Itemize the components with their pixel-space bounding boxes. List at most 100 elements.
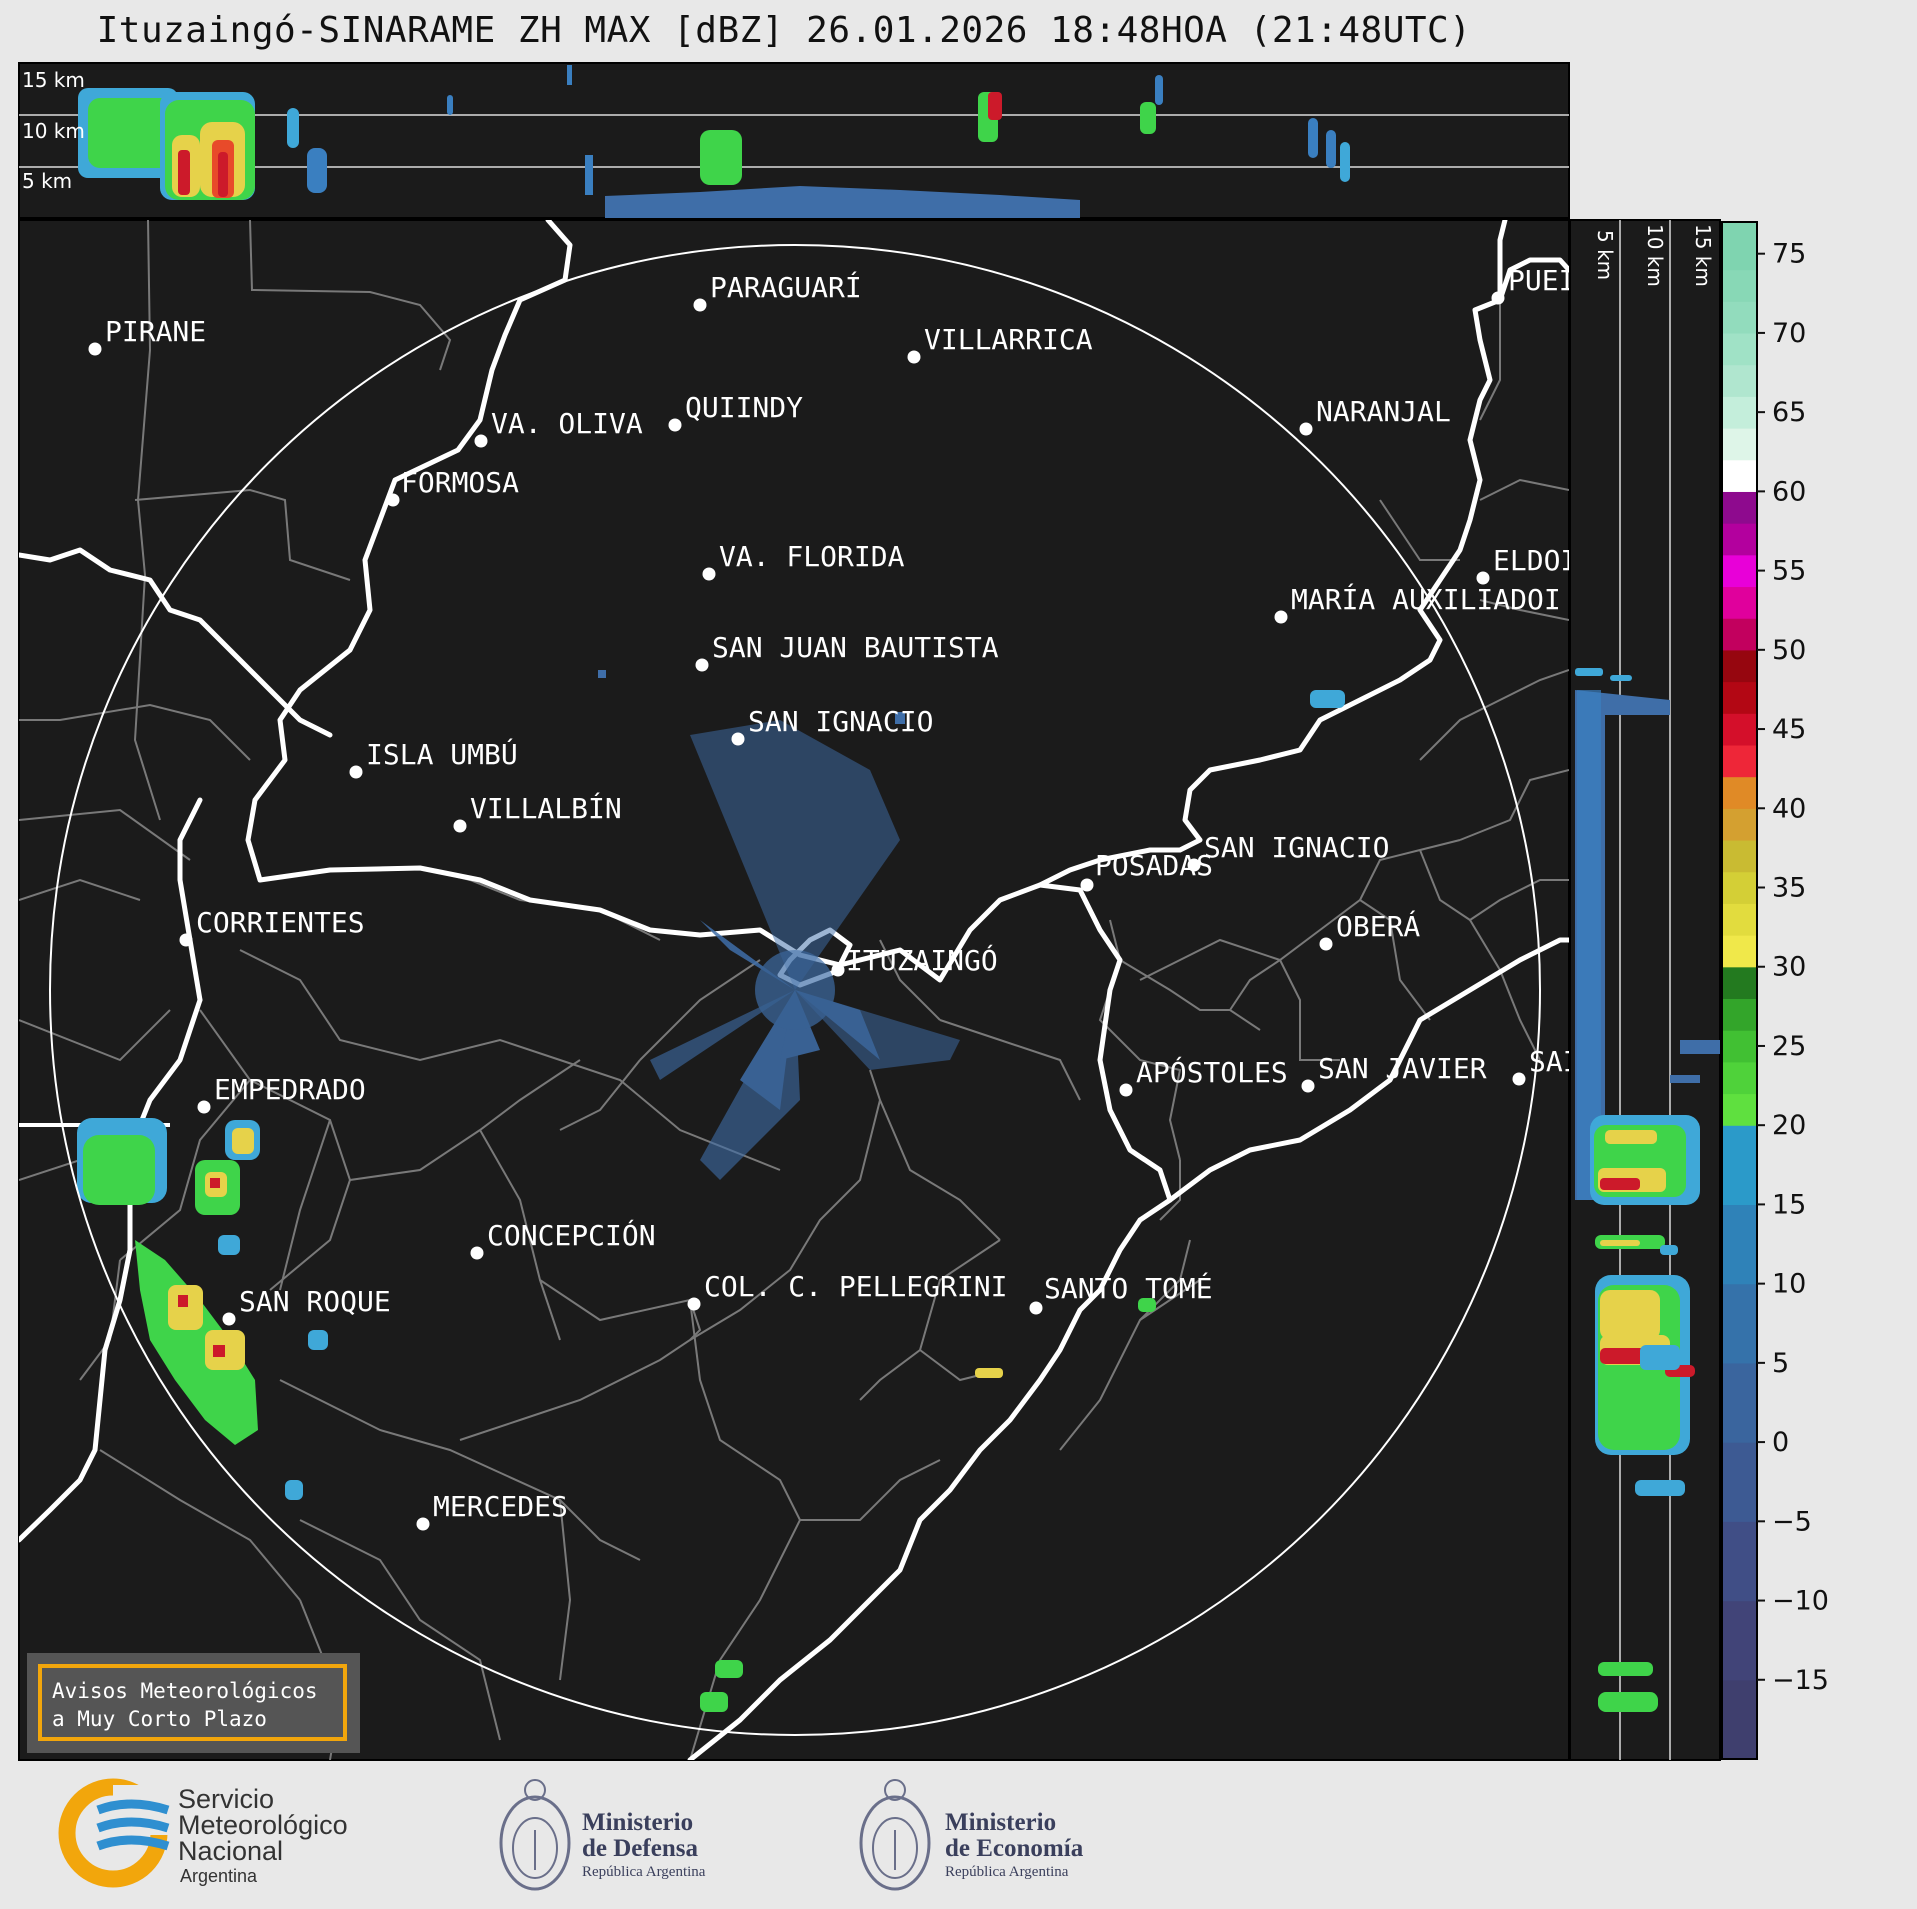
city-label: VILLARRICA <box>924 323 1093 356</box>
city-dot <box>1319 937 1333 951</box>
colorbar-segment <box>1722 1061 1757 1095</box>
colorbar-tick-label: 50 <box>1772 635 1806 666</box>
side-height-panel: 5 km 10 km 15 km <box>1569 219 1721 1761</box>
city-label: SAN IGNACIO <box>748 705 933 738</box>
colorbar-tick-label: 25 <box>1772 1031 1806 1062</box>
city-dot <box>1491 291 1505 305</box>
colorbar-tick-label: 0 <box>1772 1427 1789 1458</box>
colorbar-segment <box>1722 839 1757 873</box>
city-label: FORMOSA <box>401 466 519 499</box>
city-dot <box>831 963 845 977</box>
smn-line: Meteorológico <box>178 1810 348 1840</box>
city-dot <box>1029 1301 1043 1315</box>
smn-line: Nacional <box>178 1836 283 1866</box>
city-dot <box>1476 571 1490 585</box>
colorbar-tick-label: 30 <box>1772 952 1806 983</box>
city-dot <box>695 658 709 672</box>
city-label: QUIINDY <box>685 391 803 424</box>
colorbar-segment <box>1722 649 1757 683</box>
range-ring <box>49 244 1541 1736</box>
top-height-label: 10 km <box>22 119 85 143</box>
top-height-panel: 15 km 10 km 5 km <box>18 62 1570 219</box>
colorbar-segment <box>1722 491 1757 524</box>
city-dot <box>1299 422 1313 436</box>
colorbar-segment <box>1722 935 1757 968</box>
city-dot <box>1512 1072 1526 1086</box>
city-label: SAN JAVIER <box>1318 1052 1487 1085</box>
economia-logo: Ministerio de Economía República Argenti… <box>859 1779 1084 1891</box>
colorbar-segment <box>1722 1204 1757 1285</box>
city-label: MARÍA AUXILIADOI <box>1291 582 1561 616</box>
city-dot <box>1119 1083 1133 1097</box>
city-label: SAN JUAN BAUTISTA <box>712 631 999 664</box>
radar-map: PIRANE PARAGUARÍ VILLARRICA VA. OLIVA QUIIND… <box>18 219 1580 1761</box>
city-dot <box>386 493 400 507</box>
city-label: APÓSTOLES <box>1136 1055 1288 1089</box>
colorbar-segment <box>1722 618 1757 651</box>
city-dot <box>693 298 707 312</box>
city-dot <box>474 434 488 448</box>
city-label: SANTO TOMÉ <box>1044 1271 1213 1305</box>
city-dot <box>222 1312 236 1326</box>
city-label: EMPEDRADO <box>214 1073 366 1106</box>
city-markers: PIRANE PARAGUARÍ VILLARRICA VA. OLIVA QUIIND… <box>88 264 1580 1531</box>
colorbar-segment <box>1722 903 1757 936</box>
colorbar-segment <box>1722 1125 1757 1206</box>
chart-title: Ituzaingó-SINARAME ZH MAX [dBZ] 26.01.20… <box>96 10 1472 51</box>
colorbar-tick-label: −10 <box>1772 1586 1829 1617</box>
side-panel-echoes <box>1575 668 1720 1712</box>
colorbar-segment <box>1722 332 1757 366</box>
colorbar-segment <box>1722 301 1757 334</box>
radar-clutter <box>650 720 960 1180</box>
city-dot <box>179 933 193 947</box>
colorbar-segment <box>1722 427 1757 461</box>
city-label: VILLALBÍN <box>470 791 622 825</box>
city-label: VA. OLIVA <box>491 407 643 440</box>
city-label: MERCEDES <box>433 1490 568 1523</box>
city-dot <box>88 342 102 356</box>
economia-line: de Economía <box>945 1835 1084 1862</box>
city-dot <box>702 567 716 581</box>
colorbar-tick-label: 70 <box>1772 318 1806 349</box>
colorbar-segment <box>1722 586 1757 619</box>
city-label: ITUZAINGÓ <box>846 943 998 977</box>
colorbar-segment <box>1722 776 1757 809</box>
defensa-line: República Argentina <box>582 1864 706 1880</box>
smn-logo: Servicio Meteorológico Nacional Argentin… <box>58 1778 348 1888</box>
notice-box: Avisos Meteorológicos a Muy Corto Plazo <box>27 1653 360 1753</box>
city-dot <box>1301 1079 1315 1093</box>
colorbar-tick-label: 60 <box>1772 476 1806 507</box>
colorbar-segment <box>1722 681 1757 714</box>
colorbar-tick-label: 75 <box>1772 239 1806 270</box>
top-height-label: 15 km <box>22 68 85 92</box>
notice-line: Avisos Meteorológicos <box>52 1679 318 1703</box>
colorbar-tick-label: 15 <box>1772 1189 1806 1220</box>
colorbar-segment <box>1722 713 1757 746</box>
city-label: CONCEPCIÓN <box>487 1218 656 1252</box>
city-label: SAI <box>1529 1045 1580 1078</box>
defensa-line: Ministerio <box>582 1809 693 1836</box>
city-label: CORRIENTES <box>196 906 365 939</box>
colorbar-tick-label: 40 <box>1772 793 1806 824</box>
notice-line: a Muy Corto Plazo <box>52 1707 267 1731</box>
city-label: SAN IGNACIO <box>1204 831 1389 864</box>
city-label: NARANJAL <box>1316 395 1451 428</box>
colorbar-segment <box>1722 1362 1757 1443</box>
colorbar-segment <box>1722 1521 1757 1602</box>
economia-line: República Argentina <box>945 1864 1069 1880</box>
top-height-label: 5 km <box>22 169 72 193</box>
side-height-label: 5 km <box>1593 230 1617 280</box>
colorbar-tick-label: 45 <box>1772 714 1806 745</box>
colorbar-tick-label: −5 <box>1772 1506 1812 1537</box>
rivers <box>19 220 1569 1760</box>
colorbar-segment <box>1722 1093 1757 1126</box>
colorbar-segment <box>1722 222 1757 271</box>
footer-logos: Servicio Meteorológico Nacional Argentin… <box>58 1778 1084 1891</box>
city-dot <box>349 765 363 779</box>
smn-line: Argentina <box>180 1866 258 1886</box>
colorbar-segment <box>1722 871 1757 904</box>
city-label: PUEI <box>1508 264 1575 297</box>
city-dot <box>1274 610 1288 624</box>
city-label: POSADAS <box>1095 849 1213 882</box>
side-height-label: 10 km <box>1643 224 1667 287</box>
